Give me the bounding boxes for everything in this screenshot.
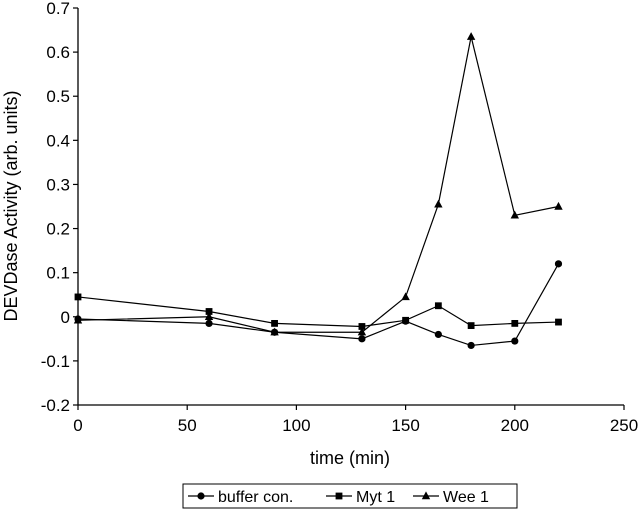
legend-marker — [421, 491, 431, 500]
x-tick-label: 150 — [391, 416, 419, 435]
data-point — [205, 319, 213, 327]
legend-marker — [335, 492, 343, 500]
data-point — [510, 210, 519, 219]
y-tick-label: 0.4 — [46, 131, 70, 150]
axes — [77, 8, 624, 406]
data-point — [73, 315, 83, 324]
data-point — [401, 292, 410, 301]
y-tick-label: 0.5 — [46, 87, 70, 106]
data-point — [204, 312, 214, 320]
legend-label: Wee 1 — [443, 489, 489, 506]
data-point — [402, 316, 409, 324]
data-point — [466, 32, 476, 40]
data-point — [511, 319, 519, 327]
x-tick-label: 250 — [610, 416, 638, 435]
x-tick-label: 50 — [178, 416, 197, 435]
x-tick-label: 100 — [282, 416, 310, 435]
y-tick-label: 0 — [61, 308, 70, 327]
y-tick-label: 0.2 — [46, 220, 70, 239]
legend: buffer con. Myt 1 Wee 1 — [182, 483, 518, 509]
legend-label: Myt 1 — [356, 489, 395, 506]
data-point — [205, 308, 213, 315]
x-axis-ticks: 0 50 100 150 200 250 — [73, 405, 638, 435]
legend-entry: buffer con. — [188, 489, 293, 506]
y-tick-label: 0.1 — [46, 264, 70, 283]
y-tick-label: 0.3 — [46, 175, 70, 194]
y-axis-title: DEVDase Activity (arb. units) — [1, 90, 21, 321]
data-point — [511, 337, 519, 345]
series-line — [77, 296, 559, 328]
y-tick-label: -0.2 — [41, 396, 70, 415]
data-point — [554, 260, 563, 268]
series-group — [73, 32, 563, 350]
data-point — [434, 330, 442, 339]
y-axis-ticks: -0.2 -0.1 0 0.1 0.2 0.3 0.4 0.5 0.6 0.7 — [41, 0, 78, 415]
x-tick-label: 0 — [73, 416, 82, 435]
data-point — [467, 341, 475, 350]
data-point — [554, 201, 563, 210]
data-point — [270, 327, 279, 336]
y-tick-label: 0.7 — [46, 0, 70, 18]
data-point — [434, 199, 443, 208]
x-tick-label: 200 — [501, 416, 529, 435]
data-point — [271, 319, 278, 327]
series-square — [74, 293, 562, 330]
data-point — [434, 302, 442, 310]
data-point — [555, 318, 562, 326]
data-point — [357, 327, 367, 336]
y-tick-label: -0.1 — [41, 352, 70, 371]
series-triangle — [73, 32, 563, 336]
y-tick-label: 0.6 — [46, 43, 70, 62]
legend-marker — [197, 492, 205, 500]
data-point — [358, 323, 366, 330]
legend-entry: Wee 1 — [413, 489, 489, 506]
x-axis-title: time (min) — [310, 448, 390, 468]
data-point — [358, 335, 366, 343]
legend-entry: Myt 1 — [326, 489, 395, 506]
data-point — [467, 322, 475, 329]
series-line — [77, 36, 559, 333]
data-point — [74, 293, 82, 301]
legend-label: buffer con. — [218, 489, 293, 506]
